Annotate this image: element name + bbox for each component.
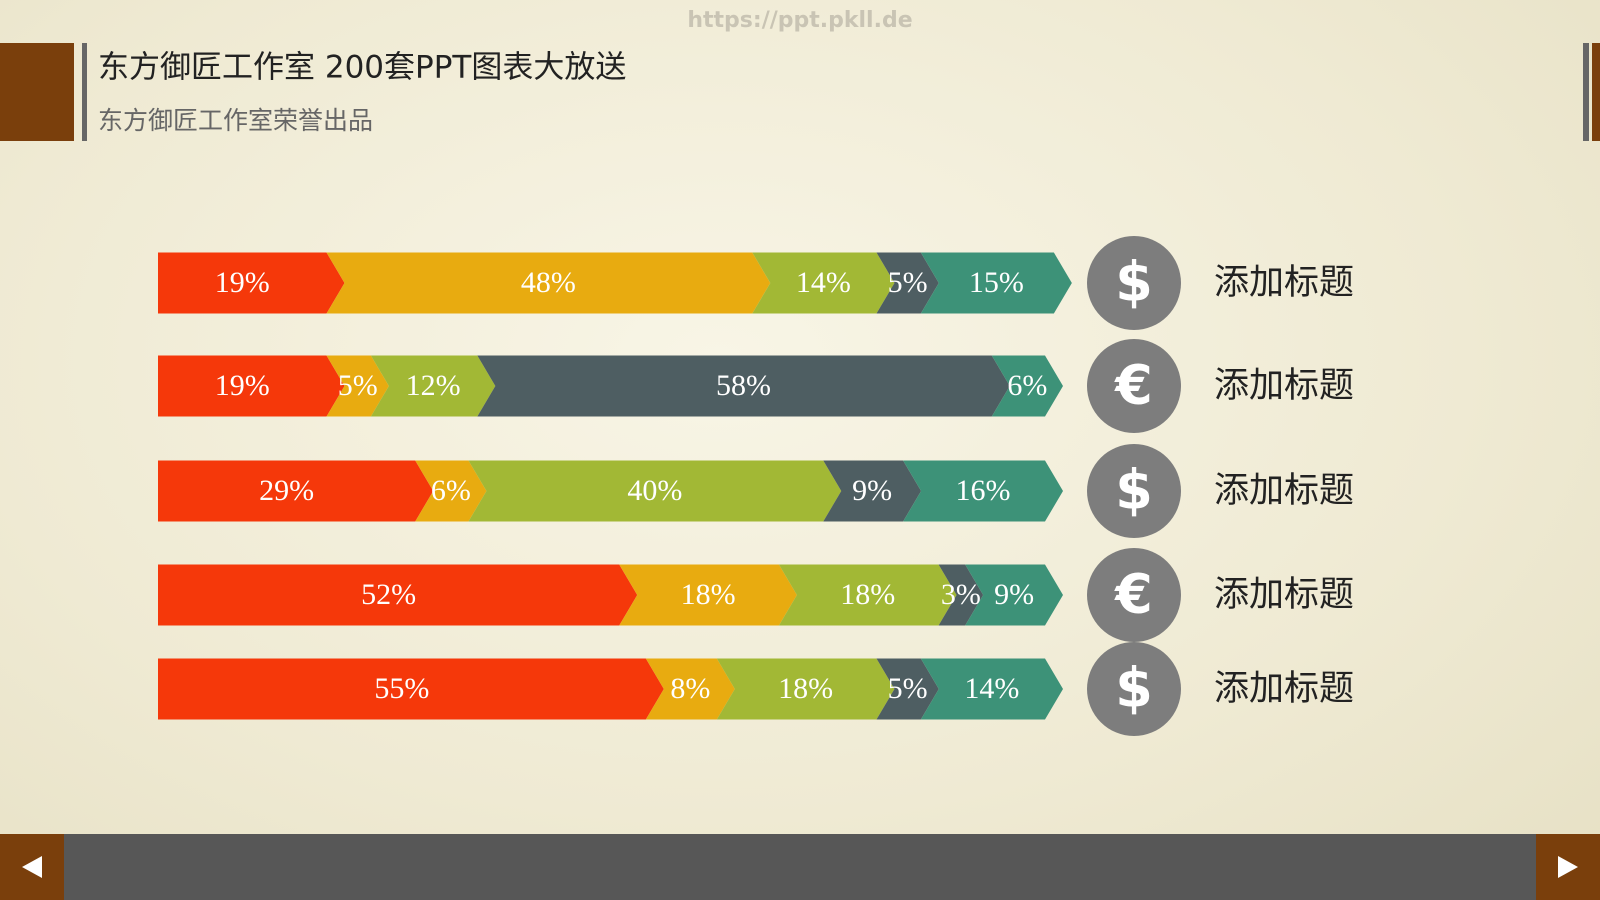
value-label: 15% [969,266,1024,299]
icon-circle [1087,642,1181,736]
category-label: 添加标题 [1214,366,1354,406]
right-divider [1583,43,1589,141]
right-block [1592,43,1600,141]
icon: € [1113,563,1153,626]
value-label: 19% [215,369,270,402]
bar-segment [991,355,1063,417]
value-label: 18% [778,672,833,705]
bar-segment [468,460,842,522]
header-block [0,43,74,141]
bar-segment [477,355,1010,417]
value-label: 16% [956,474,1011,507]
bar-segment [370,355,496,417]
bar-segment [158,658,664,720]
value-label: 5% [338,369,378,402]
bar-segment [158,355,345,417]
value-label: 9% [994,578,1034,611]
value-label: 6% [1007,369,1047,402]
value-label: 18% [840,578,895,611]
value-label: 8% [670,672,710,705]
bar-segment [920,252,1072,314]
slide-title: 东方御匠工作室 200套PPT图表大放送 [98,50,626,86]
bar-segment [823,460,922,522]
icon: € [1113,354,1153,417]
icon-circle [1087,236,1181,330]
footer-bar [0,834,1600,900]
icon-circle [1087,339,1181,433]
icon: $ [1115,251,1153,314]
icon-circle [1087,548,1181,642]
bar-segment [158,460,434,522]
value-label: 48% [521,266,576,299]
bar-segment [876,658,939,720]
value-label: 29% [259,474,314,507]
value-label: 19% [215,266,270,299]
value-label: 18% [681,578,736,611]
bar-segment [903,460,1063,522]
value-label: 58% [716,369,771,402]
bar-segment [158,252,345,314]
category-label: 添加标题 [1214,575,1354,615]
bar-segment [752,252,895,314]
value-label: 3% [941,578,981,611]
bar-segment [938,564,984,626]
icon-circle [1087,444,1181,538]
value-label: 14% [796,266,851,299]
bar-segment [876,252,939,314]
bar-segment [415,460,487,522]
bar-segment [645,658,735,720]
value-label: 14% [964,672,1019,705]
value-label: 9% [852,474,892,507]
value-label: 52% [361,578,416,611]
category-label: 添加标题 [1214,263,1354,303]
value-label: 5% [888,266,928,299]
prev-button[interactable] [0,834,64,900]
slide-subtitle: 东方御匠工作室荣誉出品 [98,106,373,135]
next-button[interactable] [1536,834,1600,900]
value-label: 6% [431,474,471,507]
watermark: https://ppt.pkll.de [687,8,912,33]
value-label: 12% [406,369,461,402]
value-label: 55% [374,672,429,705]
bar-segment [158,564,638,626]
bar-segment [920,658,1063,720]
header-divider [82,43,87,141]
value-label: 40% [627,474,682,507]
bar-segment [326,355,389,417]
category-label: 添加标题 [1214,669,1354,709]
bar-segment [716,658,895,720]
bar-segment [778,564,957,626]
value-label: 5% [888,672,928,705]
icon: $ [1115,657,1153,720]
bar-segment [965,564,1063,626]
category-label: 添加标题 [1214,471,1354,511]
icon: $ [1115,459,1153,522]
bar-segment [619,564,797,626]
bar-segment [326,252,771,314]
